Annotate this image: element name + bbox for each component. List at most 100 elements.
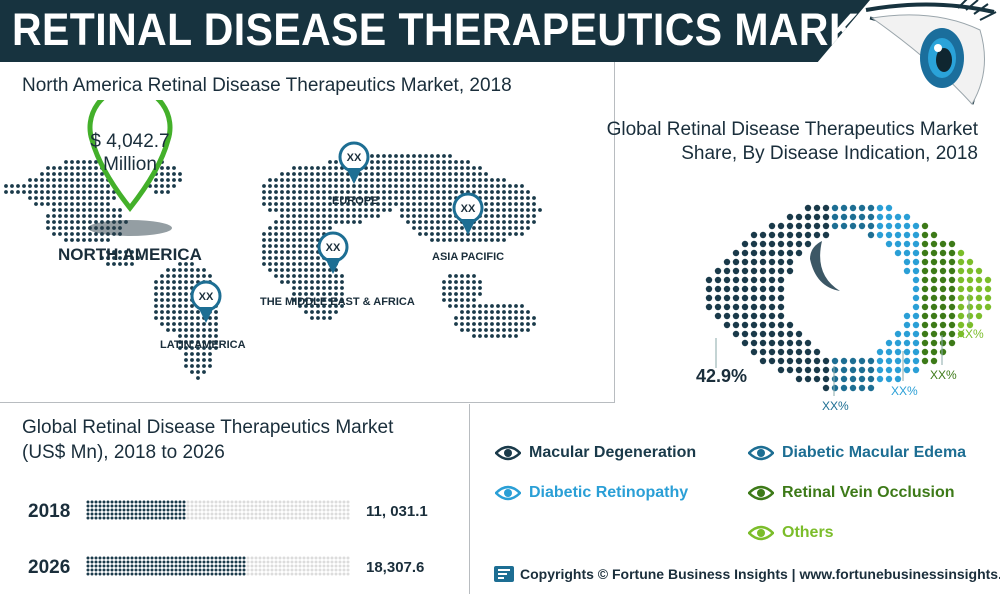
share-dot bbox=[930, 348, 938, 356]
map-dot bbox=[280, 268, 284, 272]
map-dot bbox=[292, 220, 296, 224]
share-dot bbox=[840, 366, 848, 374]
map-dot bbox=[34, 202, 38, 206]
bar-dot bbox=[166, 572, 170, 576]
share-dot bbox=[912, 357, 920, 365]
map-dot bbox=[430, 238, 434, 242]
map-dot bbox=[328, 280, 332, 284]
map-dot bbox=[292, 226, 296, 230]
bar-dot bbox=[102, 556, 106, 560]
map-dot bbox=[472, 316, 476, 320]
bar-dot bbox=[90, 564, 94, 568]
map-dot bbox=[100, 256, 104, 260]
bar-dot bbox=[154, 504, 158, 508]
bar-dot bbox=[254, 556, 258, 560]
bar-dot bbox=[166, 504, 170, 508]
map-dot bbox=[268, 250, 272, 254]
map-dot bbox=[154, 298, 158, 302]
map-dot bbox=[190, 328, 194, 332]
map-dot bbox=[64, 226, 68, 230]
map-dot bbox=[274, 196, 278, 200]
map-dot bbox=[88, 220, 92, 224]
map-dot bbox=[292, 262, 296, 266]
map-dot bbox=[274, 268, 278, 272]
map-dot bbox=[292, 166, 296, 170]
map-dot bbox=[502, 232, 506, 236]
map-dot bbox=[22, 184, 26, 188]
map-dot bbox=[184, 310, 188, 314]
map-dot bbox=[388, 196, 392, 200]
share-dot bbox=[705, 294, 713, 302]
map-dot bbox=[286, 214, 290, 218]
bar-dot bbox=[294, 504, 298, 508]
bar-dot bbox=[150, 500, 154, 504]
map-dot bbox=[118, 262, 122, 266]
map-dot bbox=[310, 274, 314, 278]
bar-dot bbox=[250, 560, 254, 564]
map-dot bbox=[448, 166, 452, 170]
share-dot bbox=[885, 357, 893, 365]
bar-dot bbox=[178, 516, 182, 520]
map-dot bbox=[88, 214, 92, 218]
share-dot bbox=[849, 204, 857, 212]
map-dot bbox=[514, 322, 518, 326]
map-dot bbox=[370, 208, 374, 212]
map-dot bbox=[166, 274, 170, 278]
map-dot bbox=[388, 154, 392, 158]
share-dot bbox=[975, 303, 983, 311]
bar-dot bbox=[166, 556, 170, 560]
bar-dot bbox=[230, 500, 234, 504]
share-dot bbox=[759, 348, 767, 356]
map-dot bbox=[172, 268, 176, 272]
bar-dot bbox=[154, 508, 158, 512]
map-dot bbox=[166, 298, 170, 302]
map-dot bbox=[64, 184, 68, 188]
bar-dot bbox=[282, 508, 286, 512]
bar-dot bbox=[270, 568, 274, 572]
share-dot bbox=[948, 240, 956, 248]
share-dot bbox=[903, 222, 911, 230]
map-dot bbox=[166, 190, 170, 194]
map-dot bbox=[442, 232, 446, 236]
share-dot bbox=[723, 294, 731, 302]
map-dot bbox=[286, 262, 290, 266]
share-dot bbox=[741, 267, 749, 275]
share-dot bbox=[921, 312, 929, 320]
share-dot bbox=[912, 258, 920, 266]
bar-dot bbox=[294, 568, 298, 572]
bar-dot bbox=[170, 568, 174, 572]
bar-dot bbox=[318, 568, 322, 572]
bar-dot bbox=[186, 564, 190, 568]
map-dot bbox=[190, 274, 194, 278]
map-dot bbox=[388, 202, 392, 206]
map-dot bbox=[436, 226, 440, 230]
share-heading: Global Retinal Disease Therapeutics Mark… bbox=[606, 119, 978, 164]
bar-dot bbox=[110, 556, 114, 560]
map-dot bbox=[166, 304, 170, 308]
map-dot bbox=[430, 220, 434, 224]
map-dot bbox=[94, 238, 98, 242]
bar-dot bbox=[90, 556, 94, 560]
bar-dot bbox=[250, 572, 254, 576]
bar-dot bbox=[306, 564, 310, 568]
map-dot bbox=[478, 292, 482, 296]
region-label-latin-america: LATIN AMERICA bbox=[160, 339, 246, 351]
bar-dot bbox=[126, 500, 130, 504]
map-dot bbox=[502, 328, 506, 332]
share-dot bbox=[750, 231, 758, 239]
share-dot bbox=[912, 339, 920, 347]
bar-dot bbox=[222, 568, 226, 572]
bar-dot bbox=[330, 568, 334, 572]
bar-dot bbox=[190, 572, 194, 576]
share-dot bbox=[768, 249, 776, 257]
map-dot bbox=[178, 286, 182, 290]
bar-dot bbox=[246, 568, 250, 572]
map-dot bbox=[214, 346, 218, 350]
share-dot bbox=[759, 240, 767, 248]
map-dot bbox=[88, 166, 92, 170]
bar-dot bbox=[238, 512, 242, 516]
share-dot bbox=[777, 366, 785, 374]
map-dot bbox=[154, 310, 158, 314]
map-dot bbox=[370, 166, 374, 170]
map-dot bbox=[334, 166, 338, 170]
